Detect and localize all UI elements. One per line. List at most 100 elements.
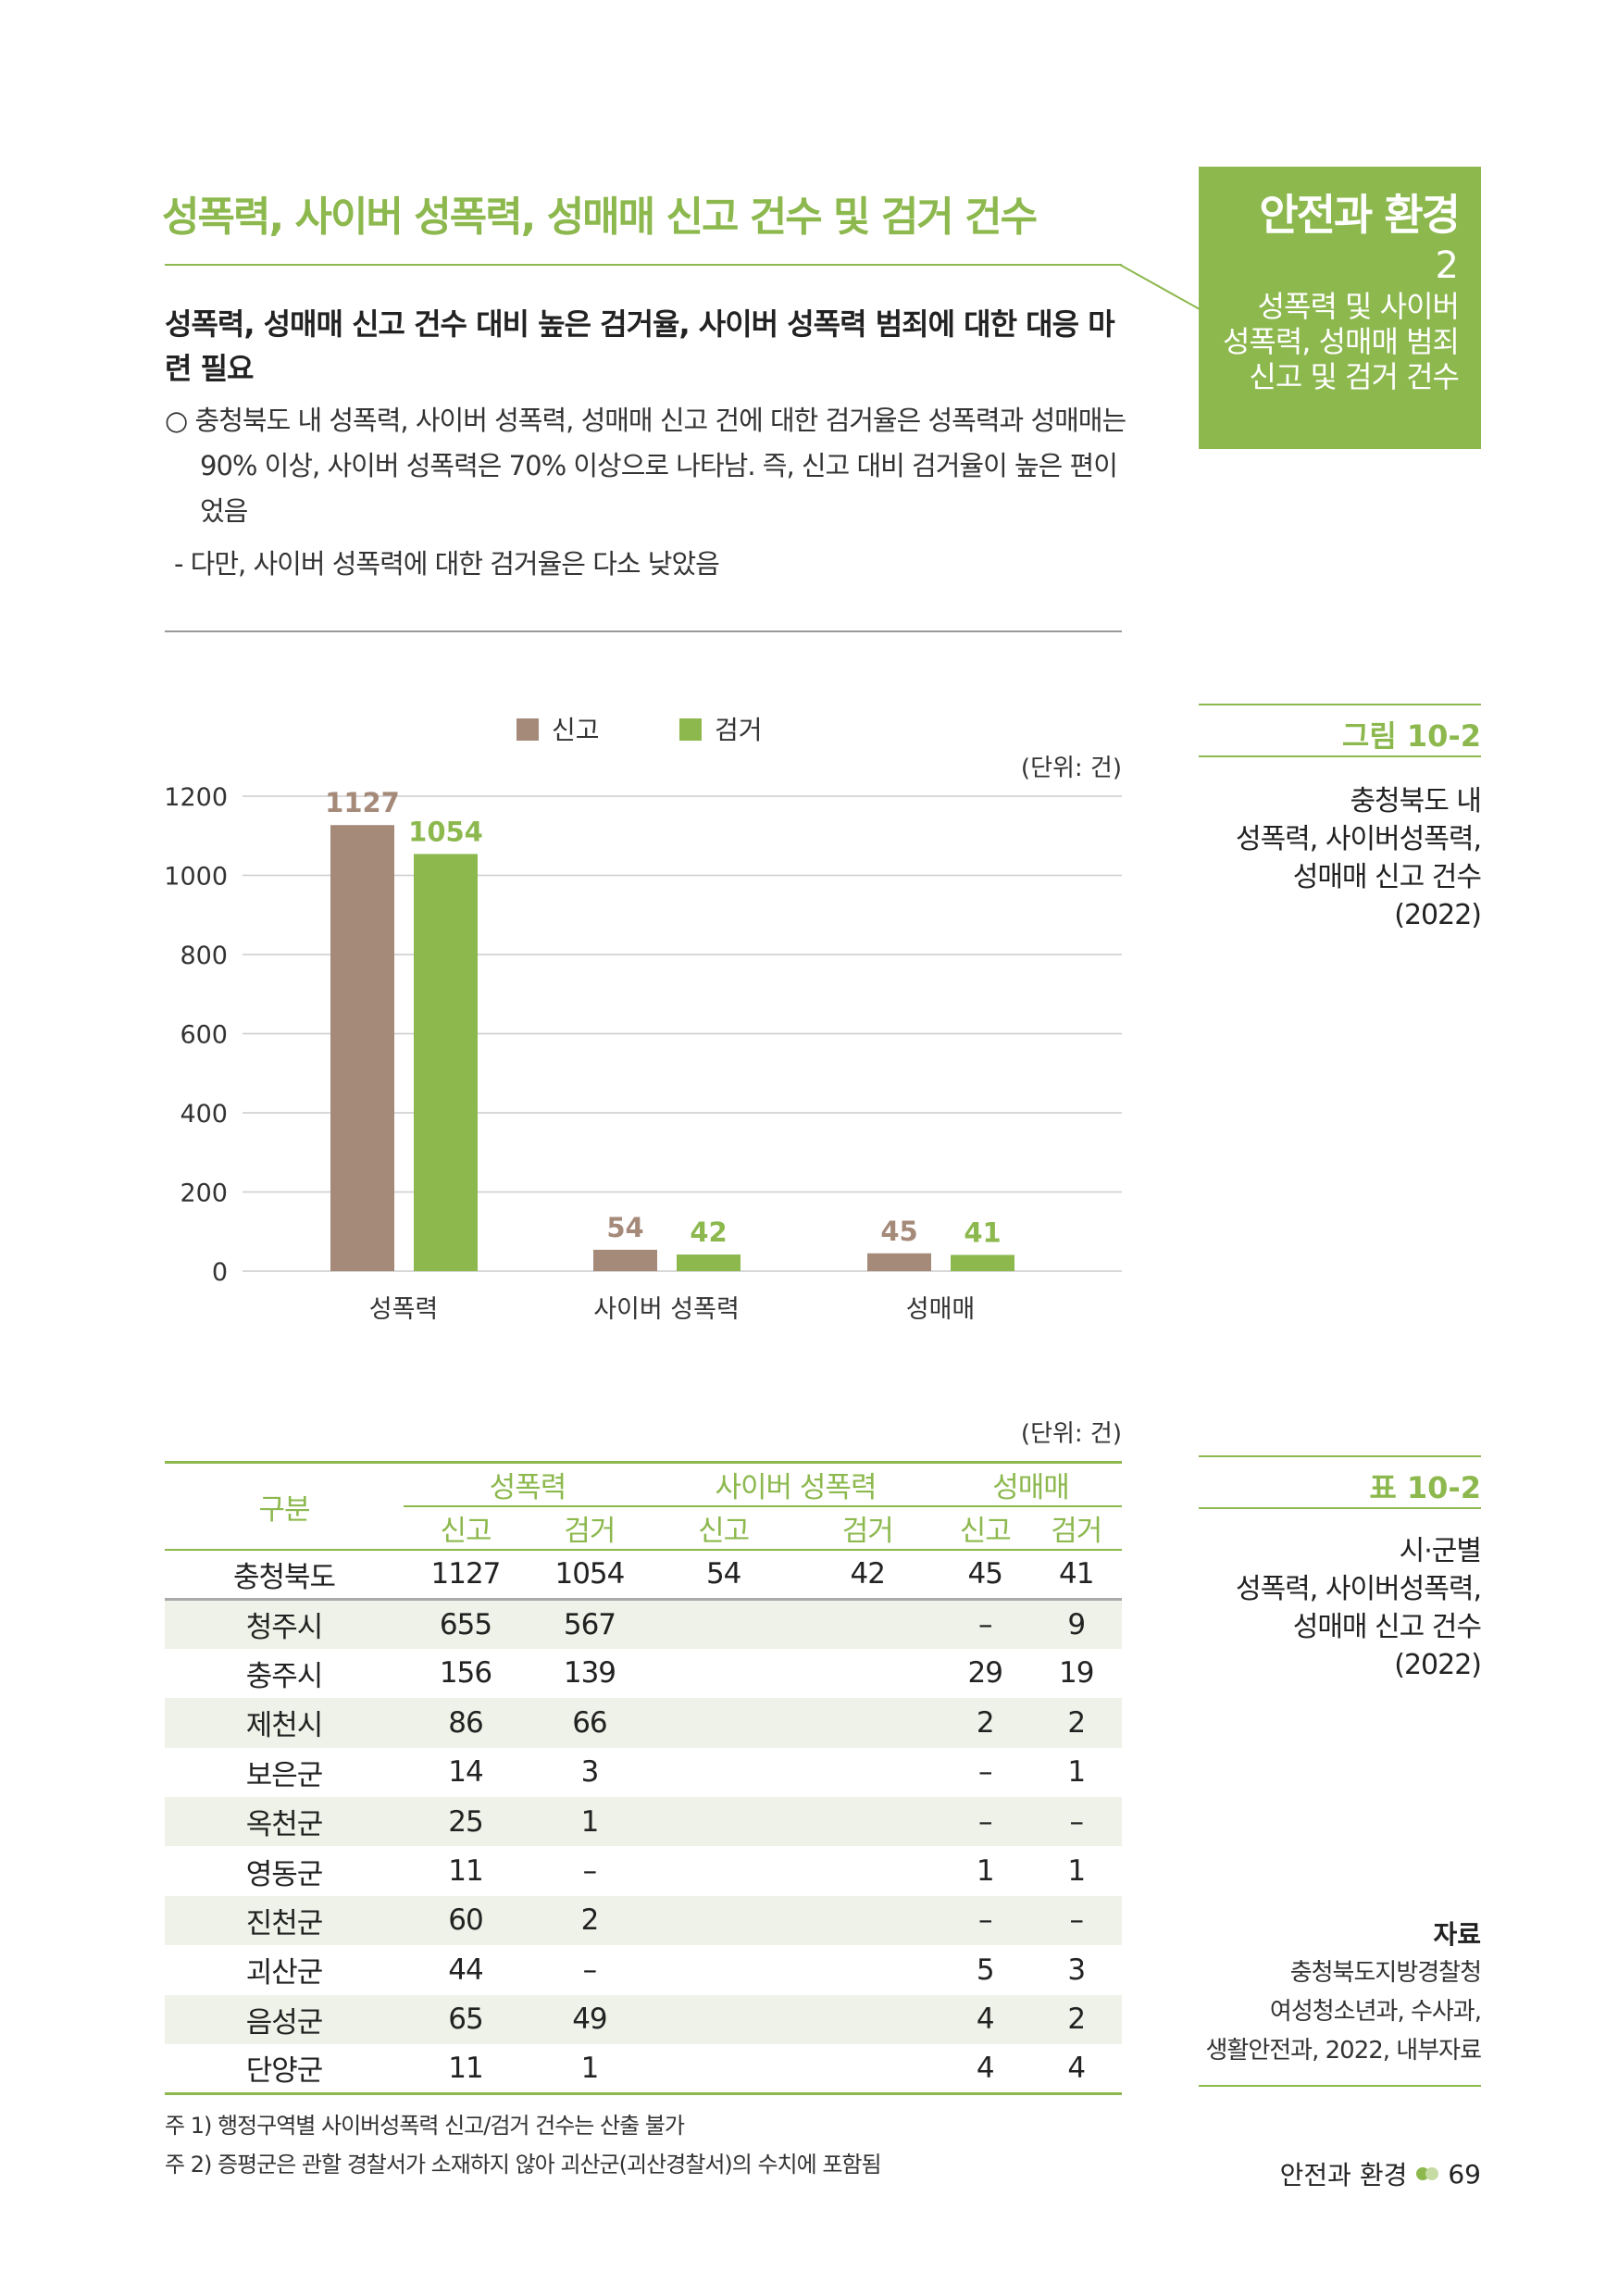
table-row: 충주시 156 139 29 19: [165, 1649, 1122, 1698]
value-cell: [651, 1994, 796, 2044]
value-cell: [795, 1649, 940, 1698]
value-cell: –: [978, 1755, 993, 1790]
title-rule: [165, 264, 1122, 266]
source-line: 충청북도지방경찰청: [1289, 1959, 1482, 1987]
legend-swatch: [517, 718, 539, 741]
figure-rule-bottom: [1199, 755, 1481, 757]
footer-section: 안전과 환경: [1279, 2160, 1408, 2190]
value-cell: 54: [705, 1557, 741, 1591]
value-cell: 42: [850, 1557, 886, 1591]
value-cell: [652, 1748, 796, 1797]
connector-line: [1120, 264, 1201, 310]
caption-line: 시·군별: [1399, 1535, 1482, 1567]
header-sub: 신고: [959, 1515, 1012, 1548]
value-cell: –: [1030, 1895, 1122, 1946]
caption-line: 성매매 신고 건수: [1292, 861, 1482, 893]
value-cell: 66: [527, 1698, 652, 1748]
section-number: 2: [1435, 244, 1459, 287]
value-cell: 41: [1059, 1557, 1094, 1591]
y-tick-label: 200: [180, 1179, 228, 1208]
table-label: 표 10-2: [1369, 1470, 1481, 1505]
value-cell: [652, 1846, 796, 1895]
caption-line: 성폭력, 사이버성폭력,: [1235, 1573, 1482, 1605]
legend-label: 검거: [715, 715, 763, 745]
table-note: 주 1) 행정구역별 사이버성폭력 신고/검거 건수는 산출 불가: [165, 2113, 685, 2139]
value-cell: [795, 1698, 940, 1748]
data-table: 구분 성폭력 사이버 성폭력 성매매 신고 검거 신고 검거 신고 검거 충청북도 1127…: [165, 1461, 1122, 2095]
caption-line: 성폭력, 사이버성폭력,: [1235, 823, 1482, 855]
value-cell: 4: [1067, 2051, 1086, 2085]
dash-text: - 다만, 사이버 성폭력에 대한 검거율은 다소 낮았음: [174, 548, 720, 580]
bar: [951, 1254, 1014, 1271]
value-cell: [795, 1796, 940, 1847]
data-label: 41: [964, 1217, 1001, 1248]
header-sub: 신고: [698, 1515, 750, 1548]
bar-chart: 0 200 400 600 800 1000 1200 성폭력 1127 1054 사이버 성폭력 5…: [164, 715, 1122, 1324]
value-cell: 2: [527, 1895, 652, 1946]
section-box: 안전과 환경 2 성폭력 및 사이버 성폭력, 성매매 범죄 신고 및 검거 건…: [1199, 167, 1481, 449]
value-cell: 4: [976, 2051, 995, 2085]
value-cell: 25: [404, 1796, 528, 1847]
value-cell: 60: [404, 1895, 528, 1946]
value-cell: 29: [967, 1656, 1003, 1691]
value-cell: [652, 2044, 796, 2093]
value-cell: –: [582, 1854, 597, 1889]
table-row: 영동군 11–1 1: [165, 1846, 1122, 1895]
value-cell: 65: [404, 1994, 528, 2044]
value-cell: 1: [976, 1854, 995, 1889]
header-sub: 검거: [564, 1515, 616, 1548]
value-cell: –: [940, 1796, 1031, 1847]
value-cell: 139: [563, 1656, 616, 1691]
caption-line: (2022): [1394, 1649, 1482, 1681]
value-cell: 156: [439, 1656, 492, 1691]
region-cell: 음성군: [165, 1994, 404, 2044]
table-row: 진천군 60 2 – –: [165, 1895, 1122, 1946]
section-subtitle-line: 성폭력 및 사이버: [1257, 289, 1460, 324]
value-cell: [652, 1649, 796, 1698]
value-cell: 655: [404, 1599, 528, 1649]
value-cell: [652, 1945, 796, 1994]
value-cell: 14: [448, 1755, 483, 1790]
y-tick-label: 400: [180, 1100, 228, 1129]
value-cell: 567: [527, 1599, 652, 1649]
source-rule: [1199, 2085, 1481, 2087]
value-cell: 49: [527, 1994, 652, 2044]
table-row: 청주시 655 567 –9: [165, 1599, 1122, 1649]
value-cell: [651, 1895, 796, 1946]
value-cell: 1: [527, 1796, 652, 1847]
header-sub: 검거: [1051, 1515, 1102, 1548]
subheading: 성폭력, 성매매 신고 건수 대비 높은 검거율, 사이버 성폭력 범죄에 대한…: [165, 306, 1115, 386]
figure-caption: 충청북도 내 성폭력, 사이버성폭력, 성매매 신고 건수 (2022): [1235, 782, 1482, 934]
value-cell: 19: [1059, 1656, 1094, 1691]
region-cell: 제천시: [165, 1698, 404, 1748]
value-cell: 1054: [554, 1557, 625, 1591]
header-category: 구분: [258, 1492, 310, 1527]
data-label: 42: [690, 1217, 727, 1248]
value-cell: [795, 2044, 940, 2093]
data-label: 1054: [408, 816, 483, 847]
value-cell: [795, 1895, 940, 1946]
section-title: 안전과 환경: [1259, 190, 1461, 240]
y-tick-label: 600: [180, 1021, 228, 1050]
value-cell: 9: [1030, 1599, 1122, 1649]
value-cell: 11: [448, 2051, 483, 2085]
page-number: 69: [1448, 2158, 1481, 2190]
y-tick-label: 800: [180, 942, 228, 970]
value-cell: [795, 1945, 940, 1994]
bar: [330, 825, 394, 1271]
x-category-label: 성폭력: [369, 1295, 439, 1324]
region-cell: 영동군: [245, 1857, 324, 1891]
source-text: 충청북도지방경찰청 여성청소년과, 수사과, 생활안전과, 2022, 내부자료: [1205, 1953, 1482, 2070]
table-rule-bottom: [1199, 1507, 1481, 1509]
value-cell: –: [1030, 1796, 1122, 1847]
value-cell: 45: [967, 1557, 1003, 1591]
value-cell: 1127: [430, 1557, 502, 1591]
section-subtitle-line: 신고 및 검거 건수: [1249, 359, 1460, 394]
value-cell: 2: [1030, 1994, 1122, 2044]
value-cell: [795, 1599, 940, 1649]
value-cell: 5: [976, 1953, 995, 1987]
chart-unit: (단위: 건): [1021, 755, 1122, 782]
value-cell: 11: [448, 1854, 483, 1889]
y-tick-label: 1000: [164, 863, 228, 892]
section-subtitle-line: 성폭력, 성매매 범죄: [1222, 324, 1460, 359]
